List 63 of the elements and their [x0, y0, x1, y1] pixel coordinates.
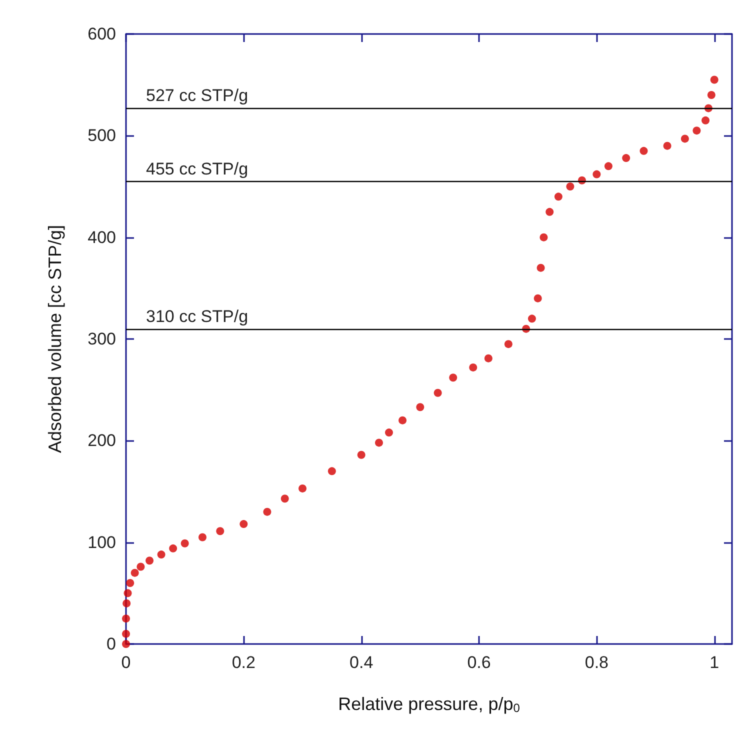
ref-line-label: 310 cc STP/g — [146, 306, 248, 326]
y-tick-label: 400 — [88, 228, 116, 247]
point — [692, 126, 701, 135]
point — [434, 388, 442, 397]
point — [622, 154, 630, 162]
point — [240, 520, 248, 528]
point — [385, 428, 393, 437]
x-tick-label: 0.6 — [467, 653, 491, 672]
point — [449, 374, 458, 382]
point — [592, 170, 601, 178]
point — [357, 450, 366, 459]
point — [663, 142, 672, 150]
point — [528, 314, 536, 323]
point — [328, 467, 336, 476]
point — [122, 614, 130, 623]
y-tick-label: 600 — [88, 24, 116, 44]
point — [504, 340, 512, 348]
y-tick-label: 0 — [106, 634, 116, 654]
x-tick-label: 0.2 — [232, 653, 256, 672]
point — [122, 640, 130, 648]
point — [280, 494, 289, 503]
x-tick-label: 0.4 — [350, 653, 374, 672]
x-tick-label: 0.8 — [584, 653, 608, 672]
y-tick-label: 100 — [88, 532, 116, 552]
point — [122, 630, 130, 638]
point — [375, 438, 383, 447]
point — [469, 363, 478, 372]
ref-line-label: 455 cc STP/g — [146, 159, 248, 178]
point — [198, 533, 206, 542]
point — [124, 589, 132, 598]
point — [263, 508, 272, 516]
point — [484, 354, 492, 362]
point — [566, 182, 574, 190]
point — [680, 134, 689, 143]
point — [136, 562, 145, 571]
point — [216, 527, 224, 536]
point — [540, 233, 548, 242]
point — [546, 208, 554, 216]
y-tick-label: 500 — [88, 126, 116, 146]
x-tick-label: 1 — [710, 653, 720, 672]
y-axis-title: Adsorbed volume [cc STP/g] — [45, 224, 65, 454]
point — [157, 550, 166, 559]
point — [710, 76, 718, 84]
point — [534, 294, 542, 302]
point — [554, 192, 562, 201]
point — [398, 416, 407, 424]
point — [169, 544, 178, 552]
point — [702, 116, 710, 124]
point — [536, 264, 545, 272]
point — [126, 579, 134, 587]
y-tick-label: 200 — [88, 431, 116, 450]
point — [298, 484, 307, 492]
y-tick-label: 300 — [88, 330, 116, 348]
point — [416, 403, 424, 412]
ref-line-label: 527 cc STP/g — [146, 86, 248, 106]
point — [604, 162, 612, 170]
x-tick-label: 0 — [121, 653, 131, 672]
point — [122, 599, 131, 608]
point — [640, 146, 648, 155]
point — [180, 539, 189, 548]
point — [146, 556, 154, 565]
point — [130, 568, 139, 577]
point — [707, 91, 716, 99]
